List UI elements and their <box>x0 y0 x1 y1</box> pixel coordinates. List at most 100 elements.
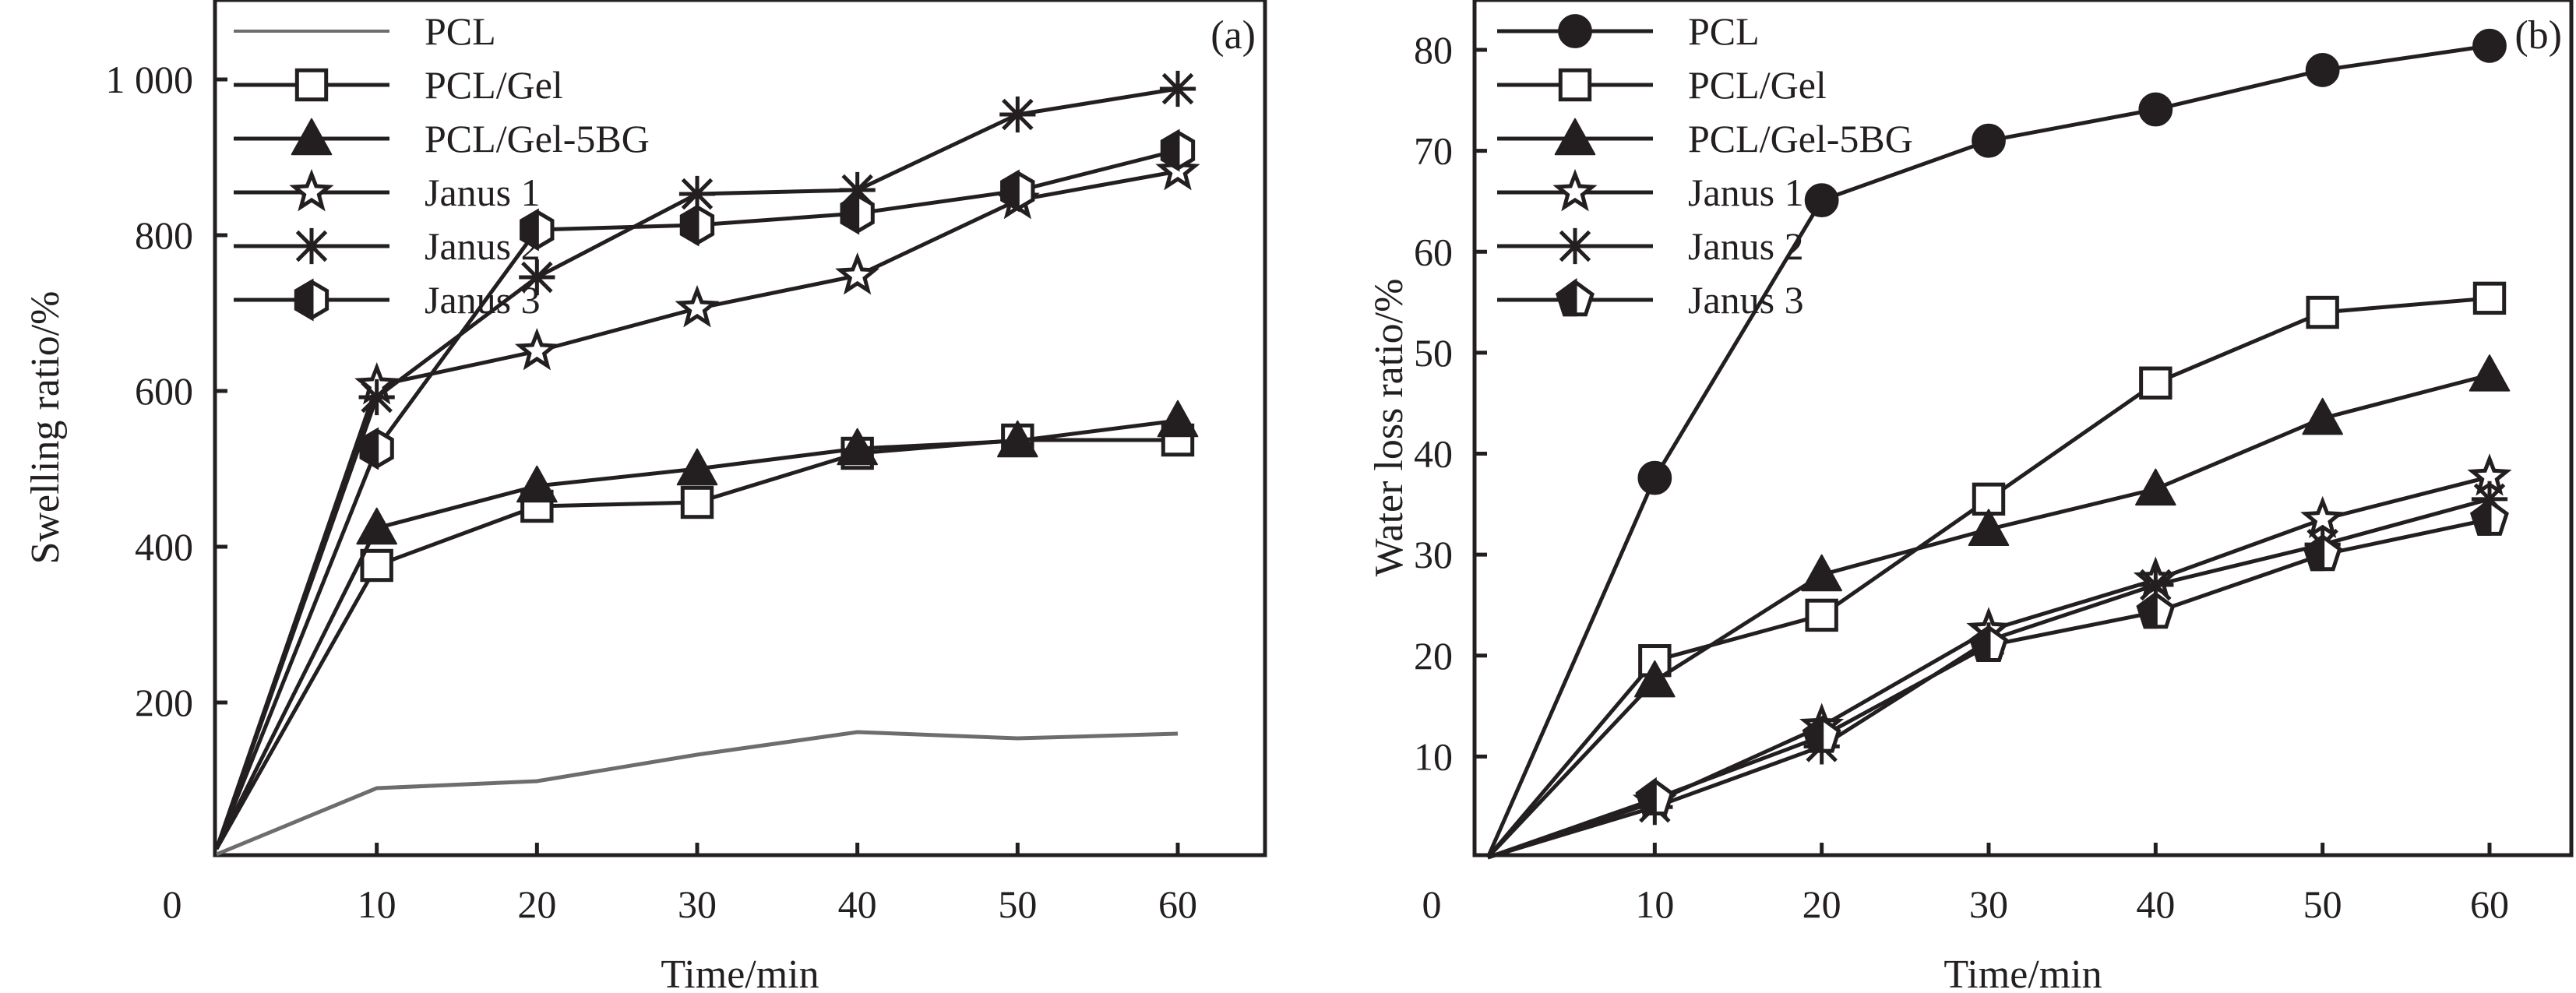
legend-item: PCL <box>1497 9 1760 53</box>
data-point <box>679 203 715 247</box>
x-tick-label: 50 <box>2303 882 2342 926</box>
x-tick-label: 10 <box>358 882 396 926</box>
y-tick-label: 1 000 <box>106 58 194 101</box>
data-point-fill <box>359 427 379 470</box>
x-tick-label: 60 <box>1158 882 1197 926</box>
origin-label: 0 <box>1422 882 1442 926</box>
y-tick-label: 10 <box>1414 734 1453 778</box>
legend-item: PCL/Gel <box>234 63 563 107</box>
panel-label: (a) <box>1210 13 1256 58</box>
data-point <box>837 428 878 466</box>
data-point <box>360 548 393 583</box>
legend-item: Janus 3 <box>1497 277 1804 322</box>
legend-item: PCL/Gel-5BG <box>1497 117 1913 160</box>
data-point <box>1805 598 1838 632</box>
data-point <box>1634 660 1676 698</box>
y-tick-label: 30 <box>1414 533 1453 576</box>
legend-label: PCL/Gel <box>425 63 563 107</box>
x-axis-label: Time/min <box>661 953 819 993</box>
data-point <box>1969 623 2008 662</box>
data-point-fill <box>2470 497 2492 536</box>
data-point <box>358 379 395 416</box>
legend-item: Janus 1 <box>1497 168 1804 214</box>
data-point <box>520 208 555 252</box>
data-point <box>1972 123 2006 158</box>
y-tick-label: 70 <box>1414 129 1453 173</box>
y-axis-label: Swelling ratio/% <box>23 291 68 565</box>
legend-label: Janus 1 <box>425 171 541 214</box>
legend-item: Janus 2 <box>1497 224 1804 268</box>
data-point <box>1159 70 1196 107</box>
series-line <box>216 730 1179 857</box>
legend-marker <box>289 168 334 212</box>
data-point <box>514 327 559 371</box>
x-tick-label: 60 <box>2470 882 2509 926</box>
data-point <box>2138 92 2173 127</box>
legend-marker-fill <box>1556 277 1577 317</box>
data-point <box>999 96 1036 133</box>
data-point <box>2302 397 2343 435</box>
data-point <box>675 284 720 328</box>
legend-item: Janus 3 <box>234 278 541 322</box>
legend: PCL PCL/Gel PCL/Gel-5BG Janus 1 Janus 2 Janus… <box>234 9 650 322</box>
data-point <box>1637 460 1672 495</box>
plot-frame <box>213 0 1267 857</box>
legend-label: Janus 3 <box>1688 278 1804 322</box>
y-tick-label: 400 <box>135 525 193 569</box>
data-point-stroke <box>681 178 714 210</box>
x-tick-label: 40 <box>2136 882 2175 926</box>
x-tick-label: 30 <box>678 882 717 926</box>
data-point-fill <box>1802 714 1824 753</box>
legend-marker <box>1556 277 1595 317</box>
data-point <box>1160 129 1196 172</box>
data-point <box>1000 169 1035 213</box>
data-point <box>676 448 718 486</box>
y-tick-label: 200 <box>135 681 193 724</box>
series-pcl <box>1485 28 2507 859</box>
y-tick-label: 600 <box>135 369 193 413</box>
data-point <box>1801 554 1842 592</box>
x-tick-label: 30 <box>1969 882 2008 926</box>
data-point-fill <box>679 203 700 247</box>
data-point <box>2136 590 2176 629</box>
data-point-fill <box>840 192 860 235</box>
legend-marker <box>293 227 330 265</box>
legend-label: PCL/Gel-5BG <box>1688 117 1913 160</box>
series-pcl-gel <box>1486 281 2507 859</box>
x-tick-label: 20 <box>1802 882 1841 926</box>
legend-item: Janus 2 <box>234 224 541 268</box>
legend-label: PCL/Gel <box>1688 63 1827 107</box>
data-point <box>1804 183 1839 218</box>
legend-marker <box>1554 118 1596 156</box>
legend-item: PCL/Gel-5BG <box>234 117 650 160</box>
y-tick-label: 800 <box>135 213 193 257</box>
legend-label: PCL/Gel-5BG <box>425 117 650 160</box>
data-point-stroke <box>361 381 393 414</box>
data-point <box>1802 714 1841 753</box>
legend-marker-fill <box>294 278 314 322</box>
series-line <box>1485 44 2490 859</box>
x-tick-label: 40 <box>838 882 877 926</box>
series-pcl-gel-5bg <box>214 400 1199 850</box>
series-line <box>1487 517 2490 860</box>
x-tick-label: 10 <box>1635 882 1674 926</box>
data-point <box>840 192 875 235</box>
data-point <box>516 465 558 503</box>
legend-label: PCL <box>425 9 496 53</box>
legend-label: Janus 3 <box>425 278 541 322</box>
data-point <box>359 427 394 470</box>
x-tick-label: 50 <box>998 882 1037 926</box>
data-point <box>1968 509 2010 546</box>
data-point-stroke <box>1002 98 1034 131</box>
legend-marker <box>294 68 329 102</box>
data-point-fill <box>1969 623 1991 662</box>
data-point <box>2305 53 2340 87</box>
panel-label: (b) <box>2514 13 2562 58</box>
data-point-fill <box>2303 533 2325 572</box>
legend-item: PCL <box>234 9 496 53</box>
legend-item: Janus 1 <box>234 168 541 214</box>
data-point <box>2139 366 2173 400</box>
legend-item: PCL/Gel <box>1497 63 1827 107</box>
y-tick-label: 60 <box>1414 230 1453 273</box>
